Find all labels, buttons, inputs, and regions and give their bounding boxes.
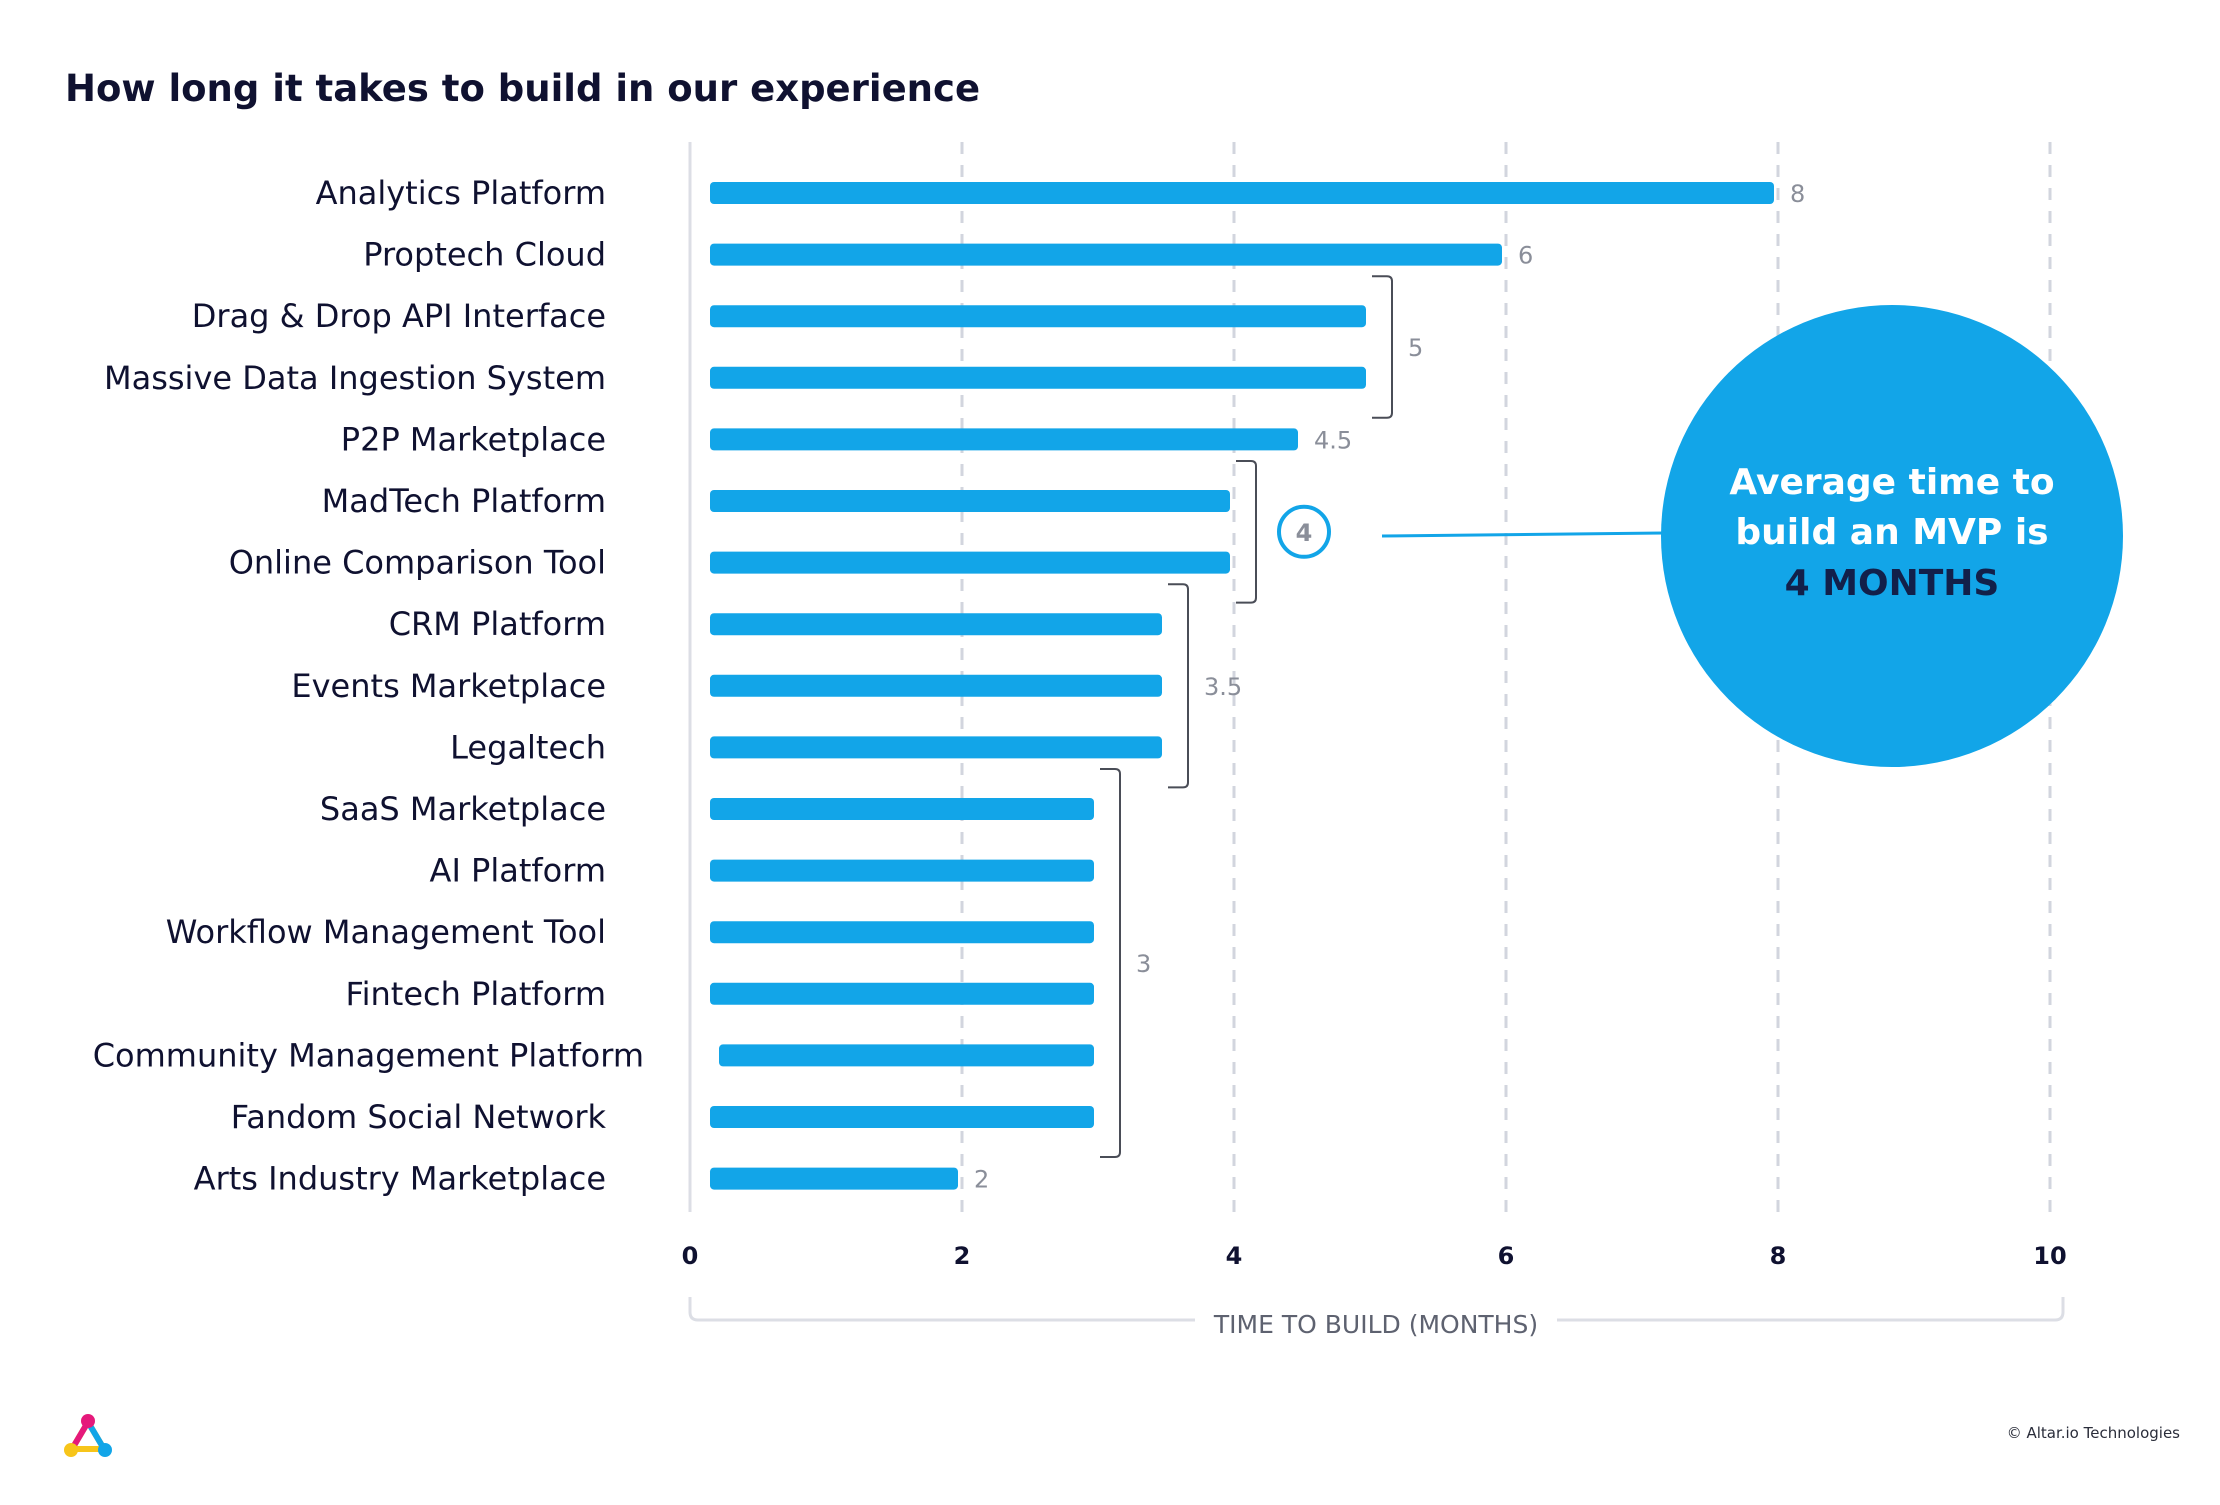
bar xyxy=(710,1106,1094,1128)
category-label: Fandom Social Network xyxy=(231,1098,607,1136)
category-label: Legaltech xyxy=(450,728,606,766)
value-label: 3 xyxy=(1136,950,1151,978)
x-tick-labels: 0 2 4 6 8 10 xyxy=(682,1242,2067,1270)
value-label: 2 xyxy=(974,1166,989,1194)
x-tick-label-10: 10 xyxy=(2033,1242,2066,1270)
category-label: Events Marketplace xyxy=(291,667,606,705)
group-bracket xyxy=(1168,583,1189,789)
bar xyxy=(710,921,1094,944)
category-label: CRM Platform xyxy=(389,605,606,643)
category-label: Online Comparison Tool xyxy=(229,544,606,582)
category-label: Arts Industry Marketplace xyxy=(194,1160,606,1198)
category-label: Drag & Drop API Interface xyxy=(192,297,606,335)
category-label: Analytics Platform xyxy=(316,174,606,212)
value-label: 6 xyxy=(1518,242,1533,270)
bar xyxy=(710,736,1162,759)
category-label: Workflow Management Tool xyxy=(166,913,606,951)
value-label: 3.5 xyxy=(1204,673,1242,701)
copyright-text: © Altar.io Technologies xyxy=(2007,1424,2180,1442)
bar xyxy=(710,305,1366,328)
highlight-value-circle xyxy=(1277,504,1331,559)
bar xyxy=(719,1044,1094,1067)
callout-circle xyxy=(1661,305,2123,767)
bars xyxy=(710,182,1774,1190)
category-label: Proptech Cloud xyxy=(363,236,606,274)
category-label: MadTech Platform xyxy=(322,482,606,520)
x-tick-label-6: 6 xyxy=(1498,1242,1515,1270)
category-label: Community Management Platform xyxy=(93,1036,644,1074)
bar xyxy=(710,490,1230,512)
value-label: 4.5 xyxy=(1314,426,1352,454)
bar xyxy=(710,182,1774,204)
callout: Average time to build an MVP is 4 MONTHS xyxy=(1381,305,2123,767)
x-tick-label-8: 8 xyxy=(1770,1242,1787,1270)
x-tick-label-4: 4 xyxy=(1226,1242,1243,1270)
bar xyxy=(710,982,1094,1005)
category-label: P2P Marketplace xyxy=(341,420,606,458)
callout-connector xyxy=(1381,531,1666,538)
group-bracket xyxy=(1236,460,1257,604)
x-axis-title: TIME TO BUILD (MONTHS) xyxy=(1213,1310,1538,1339)
bar xyxy=(710,798,1094,820)
value-labels: 8 6 5 4.5 4 3.5 3 2 xyxy=(974,180,1805,1194)
x-axis-bracket xyxy=(688,1297,2065,1322)
callout-line-2: build an MVP is xyxy=(1735,512,2048,553)
bar xyxy=(710,1167,958,1190)
bar xyxy=(710,613,1162,636)
bar xyxy=(710,428,1298,451)
category-label: SaaS Marketplace xyxy=(320,790,606,828)
value-label: 5 xyxy=(1408,334,1423,362)
value-label: 8 xyxy=(1790,180,1805,208)
logo-icon xyxy=(64,1414,112,1457)
bar xyxy=(710,859,1094,882)
bar xyxy=(710,551,1230,574)
bar xyxy=(710,674,1162,697)
value-label: 4 xyxy=(1296,519,1313,547)
group-bracket xyxy=(1372,275,1393,419)
callout-line-3: 4 MONTHS xyxy=(1785,563,2000,604)
category-label: AI Platform xyxy=(430,852,606,890)
chart-title: How long it takes to build in our experi… xyxy=(65,67,980,110)
group-bracket xyxy=(1100,768,1121,1158)
category-label: Fintech Platform xyxy=(346,975,606,1013)
category-labels: Analytics Platform Proptech Cloud Drag & D… xyxy=(93,174,644,1198)
bar xyxy=(710,243,1502,266)
bar xyxy=(710,366,1366,389)
x-tick-label-0: 0 xyxy=(682,1242,699,1270)
category-label: Massive Data Ingestion System xyxy=(104,359,606,397)
x-tick-label-2: 2 xyxy=(954,1242,971,1270)
callout-line-1: Average time to xyxy=(1729,462,2054,503)
